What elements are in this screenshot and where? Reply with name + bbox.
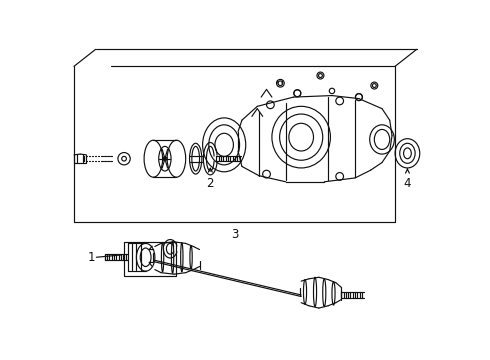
Text: 1: 1	[87, 251, 95, 264]
Circle shape	[336, 97, 343, 105]
Text: 2: 2	[207, 177, 214, 190]
Circle shape	[329, 88, 335, 94]
Circle shape	[355, 94, 363, 100]
Text: 3: 3	[231, 228, 239, 241]
Circle shape	[294, 90, 301, 97]
Circle shape	[163, 157, 167, 161]
Circle shape	[336, 172, 343, 180]
Bar	[124, 242, 176, 276]
Circle shape	[263, 170, 270, 178]
Text: 4: 4	[404, 177, 411, 190]
Circle shape	[267, 101, 274, 109]
